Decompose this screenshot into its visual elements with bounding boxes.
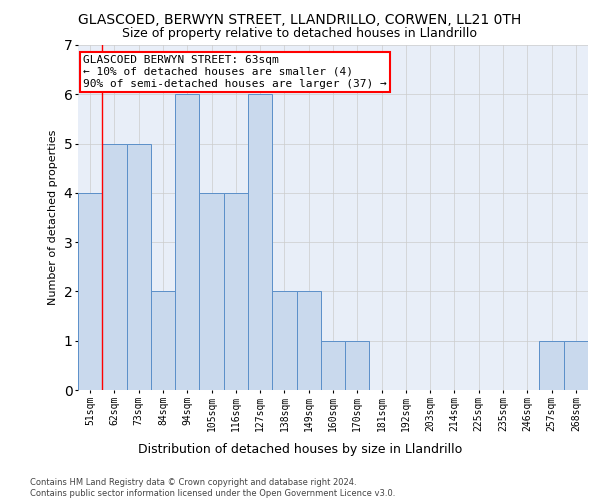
Text: Contains HM Land Registry data © Crown copyright and database right 2024.
Contai: Contains HM Land Registry data © Crown c… bbox=[30, 478, 395, 498]
Bar bbox=[78, 193, 102, 390]
Bar bbox=[272, 292, 296, 390]
Bar bbox=[127, 144, 151, 390]
Bar bbox=[248, 94, 272, 390]
Bar bbox=[175, 94, 199, 390]
Bar bbox=[345, 340, 370, 390]
Bar bbox=[296, 292, 321, 390]
Y-axis label: Number of detached properties: Number of detached properties bbox=[48, 130, 58, 305]
Text: Distribution of detached houses by size in Llandrillo: Distribution of detached houses by size … bbox=[138, 442, 462, 456]
Bar bbox=[539, 340, 564, 390]
Bar bbox=[199, 193, 224, 390]
Bar bbox=[102, 144, 127, 390]
Bar bbox=[321, 340, 345, 390]
Text: Size of property relative to detached houses in Llandrillo: Size of property relative to detached ho… bbox=[122, 28, 478, 40]
Bar bbox=[224, 193, 248, 390]
Bar bbox=[564, 340, 588, 390]
Text: GLASCOED BERWYN STREET: 63sqm
← 10% of detached houses are smaller (4)
90% of se: GLASCOED BERWYN STREET: 63sqm ← 10% of d… bbox=[83, 56, 387, 88]
Text: GLASCOED, BERWYN STREET, LLANDRILLO, CORWEN, LL21 0TH: GLASCOED, BERWYN STREET, LLANDRILLO, COR… bbox=[79, 12, 521, 26]
Bar bbox=[151, 292, 175, 390]
